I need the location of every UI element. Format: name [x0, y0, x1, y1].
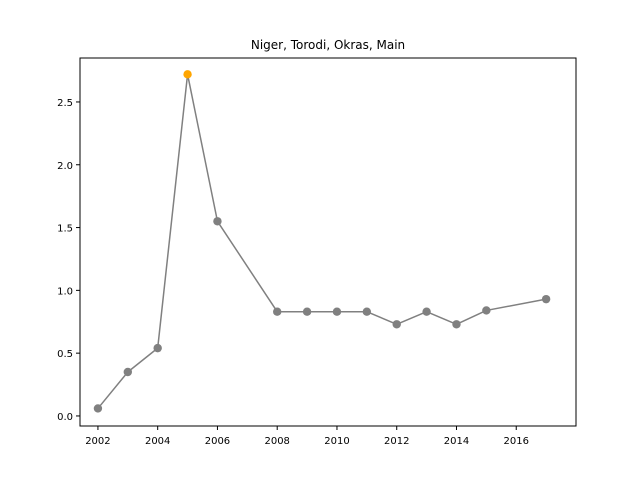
plot-background — [80, 58, 576, 426]
highlighted-data-point — [183, 70, 192, 79]
series-layer — [93, 70, 551, 413]
data-point — [541, 294, 551, 304]
data-point — [362, 307, 372, 316]
data-point — [123, 367, 133, 377]
x-tick-label: 2008 — [264, 436, 289, 447]
data-point — [452, 320, 461, 329]
x-axis: 2002 2004 2006 2008 2010 2012 2014 2016 — [85, 426, 529, 447]
data-point — [302, 307, 312, 316]
y-tick-label: 2.0 — [57, 161, 73, 172]
y-tick-label: 1.5 — [57, 224, 73, 235]
x-tick-label: 2014 — [444, 436, 469, 447]
data-point — [93, 404, 103, 413]
x-tick-label: 2012 — [384, 436, 409, 447]
y-axis: 0.0 0.5 1.0 1.5 2.0 2.5 — [57, 98, 80, 423]
plot-frame — [79, 57, 577, 427]
y-tick-label: 0.0 — [57, 412, 73, 423]
y-tick-label: 1.0 — [57, 286, 73, 297]
series-line — [97, 73, 547, 409]
chart-title: Niger, Torodi, Okras, Main — [251, 38, 405, 52]
x-tick-label: 2006 — [205, 436, 230, 447]
x-tick-label: 2010 — [324, 436, 349, 447]
plot-area — [80, 58, 576, 426]
data-point — [153, 343, 162, 353]
y-tick-label: 2.5 — [57, 98, 73, 109]
x-tick-label: 2016 — [504, 436, 529, 447]
data-point — [213, 217, 222, 226]
data-point — [273, 307, 282, 316]
data-point — [392, 320, 401, 329]
data-point — [332, 307, 342, 316]
x-tick-label: 2002 — [85, 436, 110, 447]
data-point — [422, 307, 431, 316]
x-tick-label: 2004 — [145, 436, 170, 447]
y-tick-label: 0.5 — [57, 349, 73, 360]
data-point — [482, 306, 491, 315]
